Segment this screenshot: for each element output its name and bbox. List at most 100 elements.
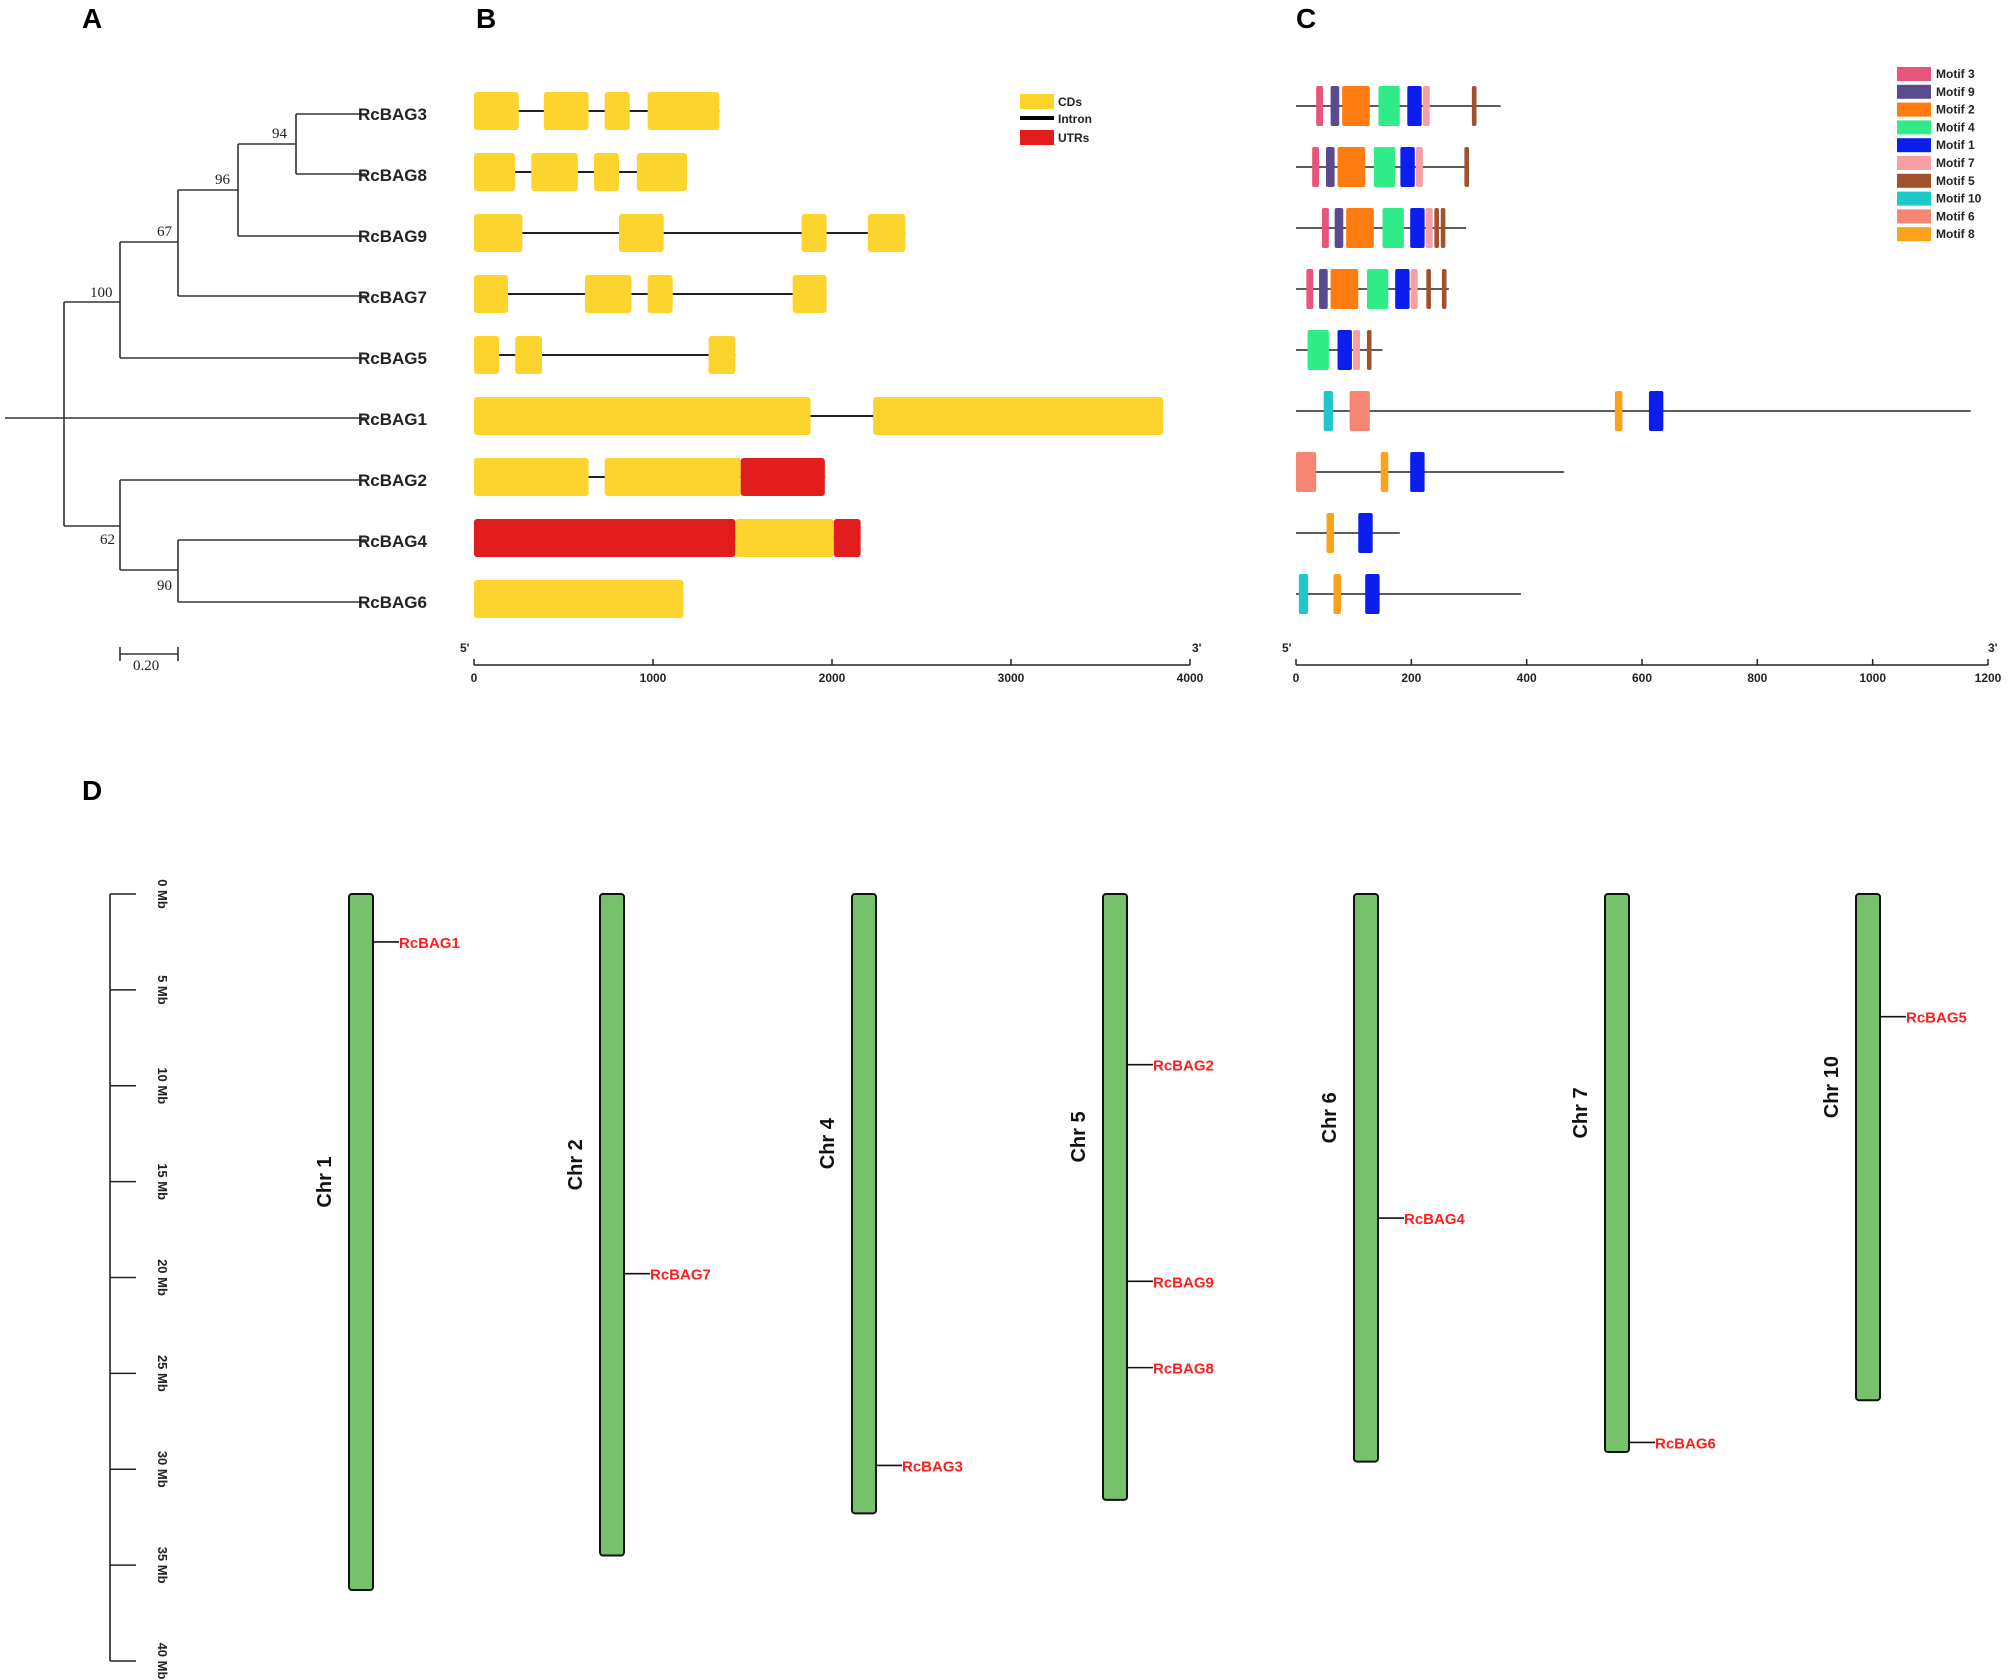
- x-tick-label: 2000: [819, 671, 846, 685]
- motif-block: [1342, 86, 1370, 126]
- motif-block: [1365, 574, 1380, 614]
- motif-block: [1353, 330, 1361, 370]
- tree-leaf-label: RcBAG7: [358, 288, 427, 307]
- scale-bar: [119, 647, 179, 661]
- five-prime-label: 5': [1282, 641, 1292, 655]
- motif-block: [1325, 147, 1335, 187]
- legend-swatch-intron: [1020, 116, 1054, 120]
- motif-block: [1471, 86, 1477, 126]
- motif-block: [1648, 391, 1664, 431]
- chromosome-bar: [851, 893, 877, 1515]
- legend-label: Motif 9: [1936, 85, 1975, 99]
- motif-legend: Motif 3 Motif 9 Motif 2 Motif 4 Motif 1 Motif…: [1897, 67, 1982, 242]
- motif-block: [1407, 86, 1422, 126]
- scale-tick-label: 35 Mb: [155, 1547, 170, 1584]
- chromosome-label: Chr 10: [1821, 1056, 1843, 1118]
- chromosomes: Chr 1 RcBAG1 Chr 2 RcBAG7 Chr 4 RcBAG3 Chr 5 Rc…: [314, 893, 1967, 1592]
- x-tick-label: 800: [1747, 671, 1767, 685]
- chromosome-label: Chr 1: [314, 1156, 336, 1207]
- chromosome-map: 0 Mb 5 Mb 10 Mb 15 Mb 20 Mb 25 Mb 30 Mb 35 Mb 40…: [109, 879, 1967, 1679]
- motif-block: [1378, 86, 1400, 126]
- x-tick-label: 600: [1632, 671, 1652, 685]
- gene-structure-rows: [474, 92, 1164, 618]
- motif-block: [1321, 208, 1329, 248]
- five-prime-label: 5': [460, 641, 470, 655]
- cds-block: [474, 275, 509, 313]
- legend-label: Motif 4: [1936, 120, 1975, 134]
- tree-leaf-labels: RcBAG3 RcBAG8 RcBAG9 RcBAG7 RcBAG5 RcBAG…: [358, 105, 428, 612]
- bootstrap-label: 94: [272, 126, 288, 142]
- chromosome-label: Chr 2: [565, 1139, 587, 1190]
- chromosome-bar: [1855, 893, 1881, 1402]
- cds-block: [474, 336, 500, 374]
- scale-tick-label: 20 Mb: [155, 1259, 170, 1296]
- utr-block: [740, 458, 825, 496]
- legend: CDs Intron UTRs: [1020, 94, 1092, 145]
- cds-block: [593, 153, 619, 191]
- legend-swatch-cds: [1020, 94, 1054, 109]
- legend-swatch: [1897, 84, 1931, 99]
- bootstrap-label: 67: [157, 224, 173, 240]
- chromosome-bar: [348, 893, 374, 1592]
- cds-block: [792, 275, 827, 313]
- x-tick-label: 400: [1517, 671, 1537, 685]
- chromosome-label: Chr 6: [1319, 1092, 1341, 1143]
- phylogenetic-tree: [5, 113, 366, 661]
- legend-label: Motif 5: [1936, 174, 1975, 188]
- bootstrap-label: 62: [100, 532, 115, 548]
- x-tick-label: 4000: [1177, 671, 1204, 685]
- motif-block: [1400, 147, 1415, 187]
- motif-block: [1298, 574, 1309, 614]
- cds-block: [636, 153, 688, 191]
- gene-label: RcBAG4: [1404, 1211, 1466, 1228]
- motif-block: [1337, 330, 1352, 370]
- legend-label: Motif 6: [1936, 209, 1975, 223]
- scale-bar-label: 0.20: [133, 658, 159, 674]
- tree-leaf-label: RcBAG1: [358, 410, 427, 429]
- motif-block: [1316, 86, 1324, 126]
- scale-tick-label: 10 Mb: [155, 1067, 170, 1104]
- motif-block: [1334, 208, 1344, 248]
- x-tick-label: 1200: [1975, 671, 2002, 685]
- motif-block: [1441, 269, 1447, 309]
- motif-block: [1373, 147, 1396, 187]
- motif-block: [1410, 269, 1418, 309]
- legend-swatch: [1897, 227, 1931, 242]
- gene-label: RcBAG6: [1655, 1435, 1716, 1452]
- legend-label: Motif 8: [1936, 227, 1975, 241]
- gene-structure-panel: 0 1000 2000 3000 4000 5' 3' CDs Intron UTRs: [460, 92, 1204, 685]
- x-tick-label: 200: [1401, 671, 1421, 685]
- cds-block: [474, 580, 684, 618]
- chromosome-label: Chr 7: [1570, 1087, 1592, 1138]
- motif-block: [1366, 330, 1372, 370]
- tree-leaf-label: RcBAG3: [358, 105, 427, 124]
- bootstrap-values: 94 96 67 100 62 90 0.20: [90, 126, 288, 674]
- cds-block: [515, 336, 543, 374]
- tree-leaf-label: RcBAG6: [358, 593, 427, 612]
- tree-leaf-label: RcBAG5: [358, 349, 427, 368]
- motif-block: [1337, 147, 1366, 187]
- x-tick-label: 0: [1293, 671, 1300, 685]
- scale-tick-label: 15 Mb: [155, 1163, 170, 1200]
- legend-label: Motif 7: [1936, 156, 1975, 170]
- scale-tick-label: 30 Mb: [155, 1451, 170, 1488]
- gene-label: RcBAG1: [399, 935, 460, 952]
- cds-block: [543, 92, 589, 130]
- cds-block: [584, 275, 632, 313]
- chromosome-bar: [1353, 893, 1379, 1463]
- x-tick-label: 1000: [640, 671, 667, 685]
- motif-block: [1319, 269, 1328, 309]
- three-prime-label: 3': [1192, 641, 1202, 655]
- motif-block: [1426, 269, 1431, 309]
- motif-block: [1326, 513, 1335, 553]
- motif-block: [1464, 147, 1469, 187]
- gene-label: RcBAG5: [1906, 1010, 1967, 1027]
- motif-block: [1346, 208, 1374, 248]
- motif-block: [1358, 513, 1373, 553]
- utr-block: [474, 519, 736, 557]
- legend-swatch-utr: [1020, 130, 1054, 145]
- legend-label-intron: Intron: [1058, 112, 1092, 126]
- motif-block: [1422, 86, 1430, 126]
- cds-block: [474, 92, 519, 130]
- motif-block: [1330, 269, 1359, 309]
